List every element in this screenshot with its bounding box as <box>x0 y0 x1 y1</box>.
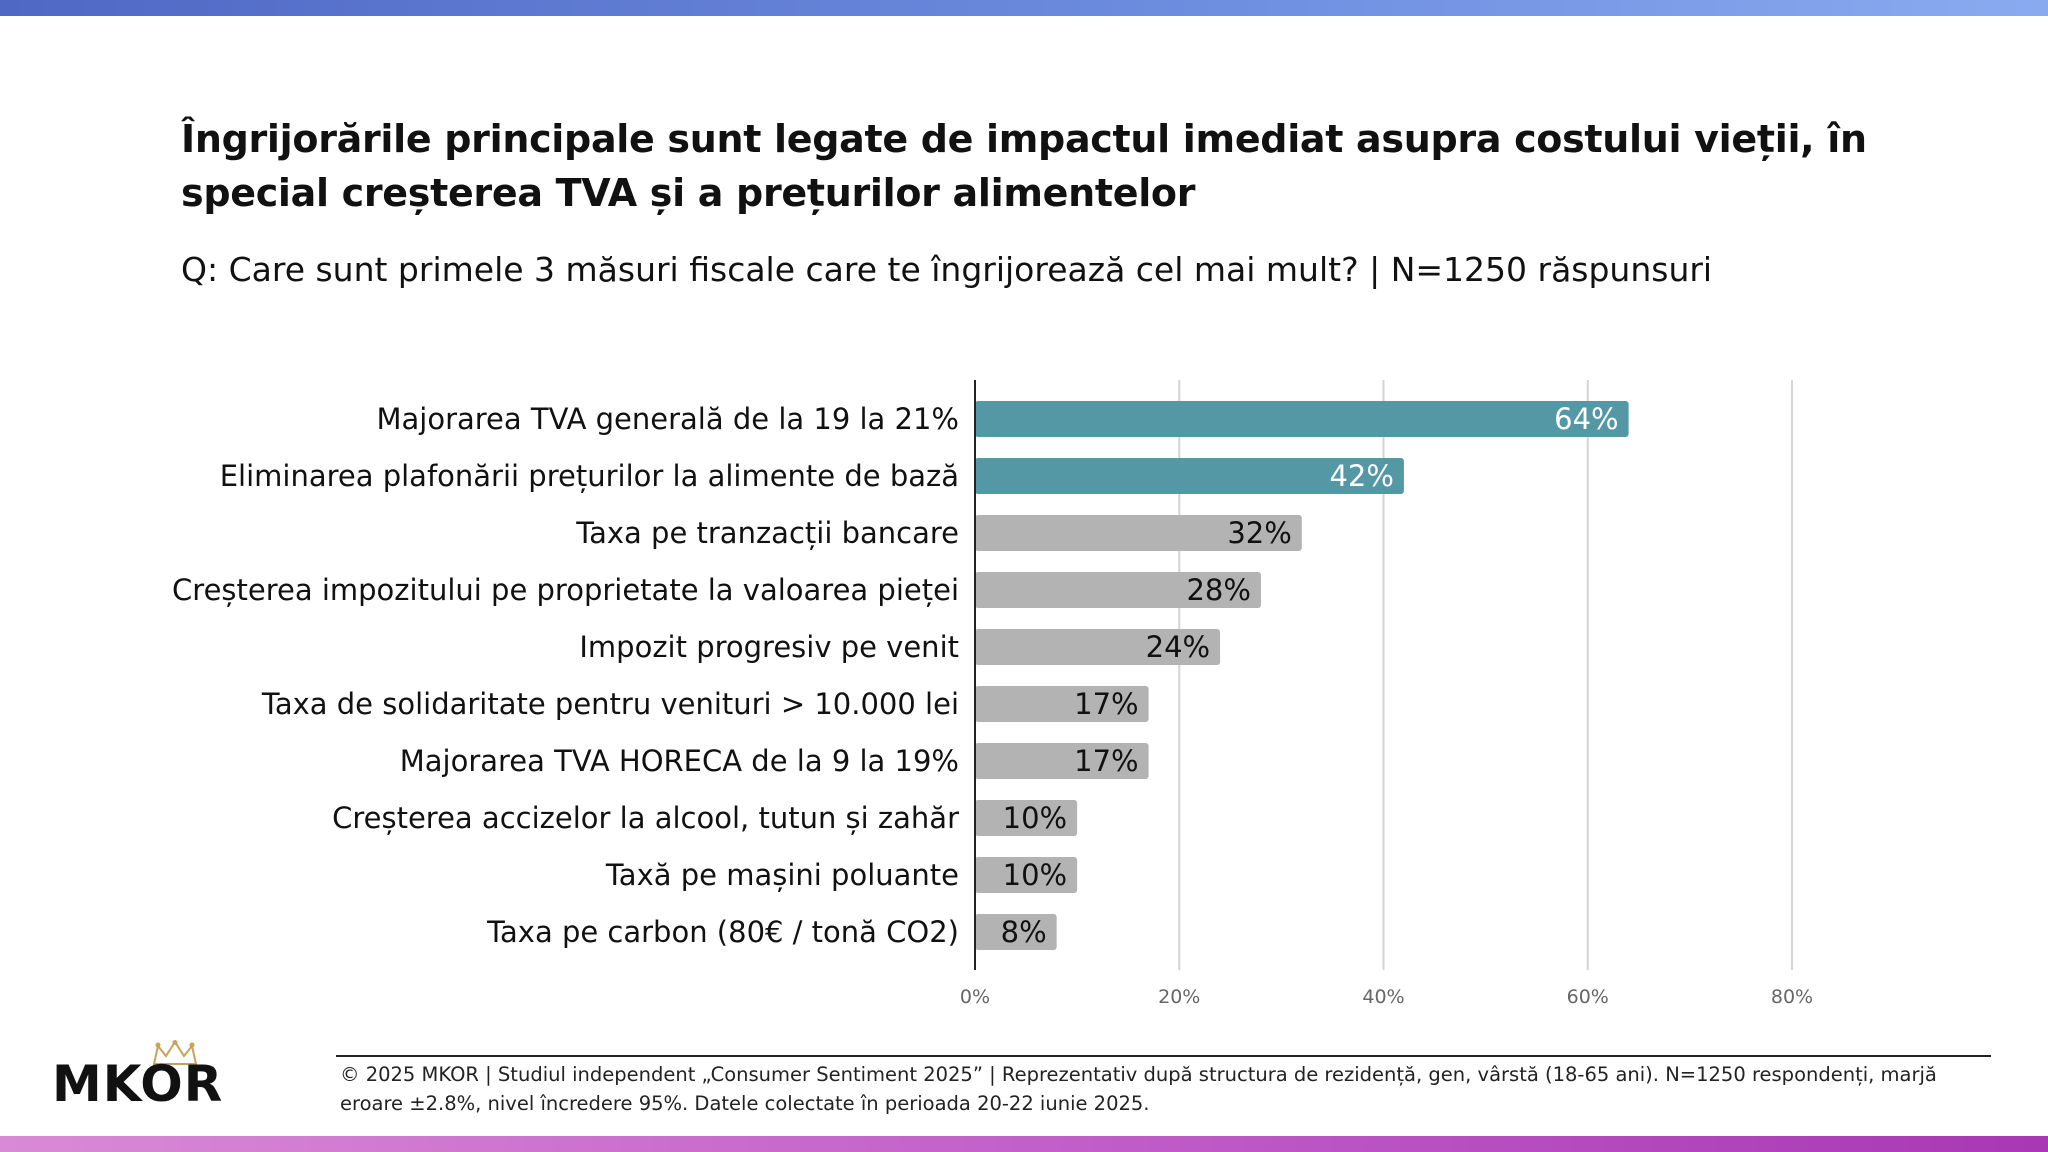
bar <box>975 914 1057 950</box>
category-label: Eliminarea plafonării prețurilor la alim… <box>220 459 959 493</box>
x-tick-label: 20% <box>1158 986 1200 1008</box>
data-label: 64% <box>1554 402 1618 436</box>
logo-text: MKOR <box>52 1055 224 1113</box>
category-label: Majorarea TVA HORECA de la 9 la 19% <box>400 744 959 778</box>
data-label: 32% <box>1227 516 1291 550</box>
bar <box>975 686 1149 722</box>
bar <box>975 515 1302 551</box>
data-label: 8% <box>1001 915 1047 949</box>
bar <box>975 572 1261 608</box>
x-tick-label: 80% <box>1771 986 1813 1008</box>
crown-icon <box>152 1040 198 1065</box>
mkor-logo: MKOR <box>52 1040 242 1112</box>
category-label: Taxă pe mașini poluante <box>605 858 959 892</box>
bottom-accent-bar <box>0 1136 2048 1152</box>
data-label: 24% <box>1146 630 1210 664</box>
bar <box>975 800 1078 836</box>
bar <box>975 401 1629 437</box>
bar <box>975 857 1078 893</box>
bar-chart-svg: Majorarea TVA generală de la 19 la 21% 64… <box>172 380 1813 1008</box>
category-label: Taxa pe tranzacții bancare <box>575 516 959 550</box>
footer-disclaimer: © 2025 MKOR | Studiul independent „Consu… <box>340 1063 1937 1115</box>
data-label: 17% <box>1074 744 1138 778</box>
data-label: 10% <box>1003 858 1067 892</box>
bar <box>975 743 1149 779</box>
data-label: 42% <box>1329 459 1393 493</box>
category-label: Creșterea impozitului pe proprietate la … <box>172 573 959 607</box>
category-label: Majorarea TVA generală de la 19 la 21% <box>376 402 959 436</box>
slide-title: Îngrijorările principale sunt legate de … <box>181 117 1867 215</box>
bar <box>975 629 1221 665</box>
data-label: 17% <box>1074 687 1138 721</box>
x-tick-label: 0% <box>960 986 990 1008</box>
x-tick-label: 40% <box>1362 986 1404 1008</box>
data-label: 10% <box>1003 801 1067 835</box>
x-tick-label: 60% <box>1567 986 1609 1008</box>
footer-divider <box>336 1055 1991 1057</box>
slide-subtitle: Q: Care sunt primele 3 măsuri fiscale ca… <box>181 250 1713 289</box>
category-label: Impozit progresiv pe venit <box>579 630 959 664</box>
category-label: Taxa pe carbon (80€ / tonă CO2) <box>486 915 959 949</box>
category-label: Taxa de solidaritate pentru venituri > 1… <box>261 687 959 721</box>
bar <box>975 458 1404 494</box>
data-label: 28% <box>1186 573 1250 607</box>
category-label: Creșterea accizelor la alcool, tutun și … <box>332 801 959 835</box>
top-accent-bar <box>0 0 2048 16</box>
